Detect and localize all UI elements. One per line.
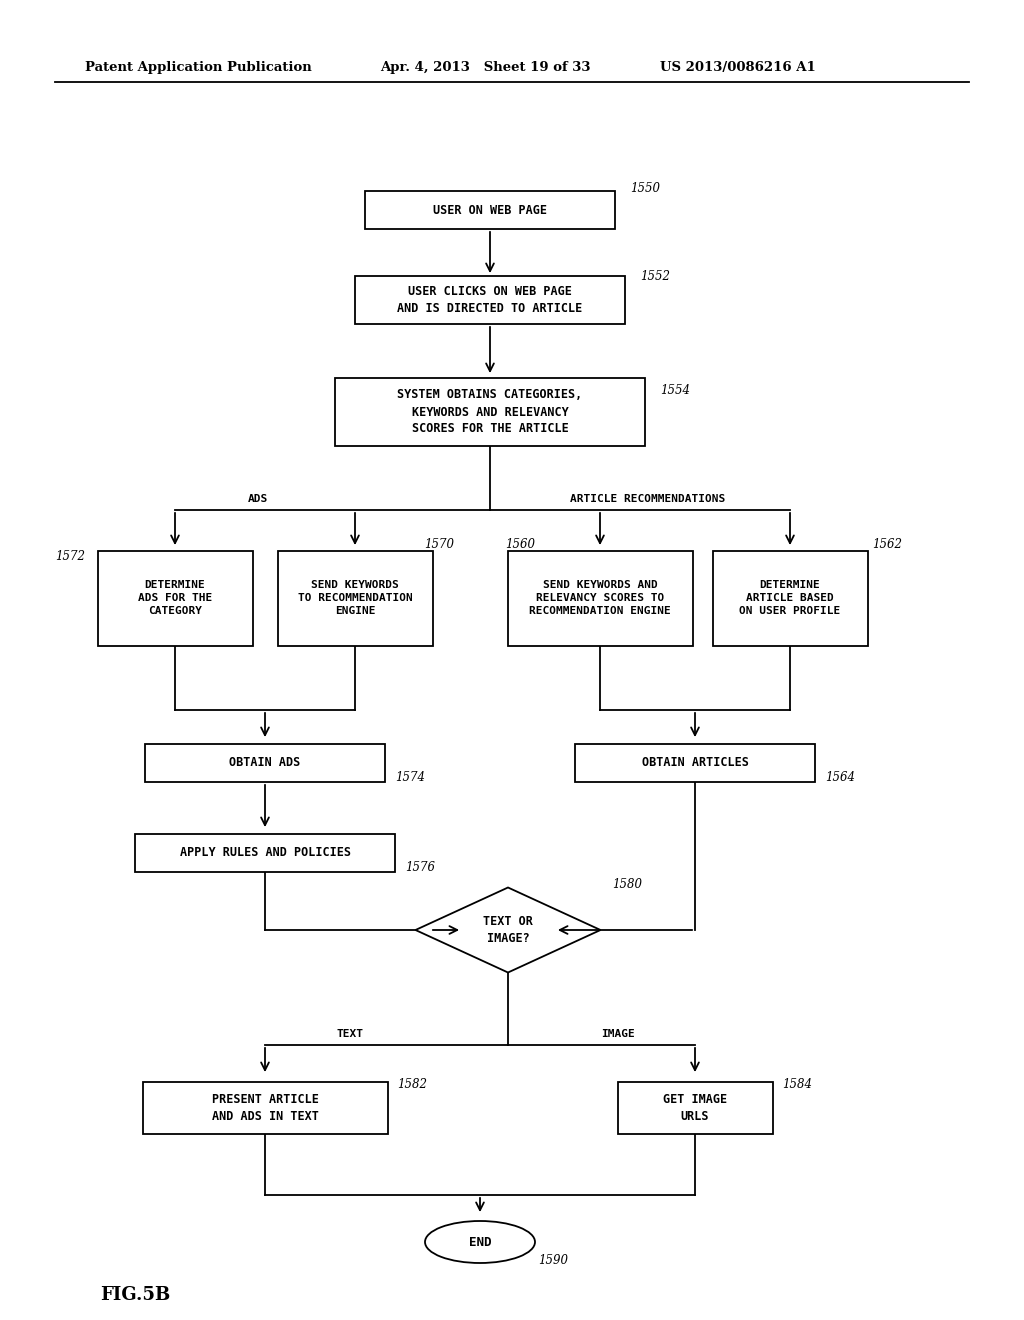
FancyBboxPatch shape: [575, 744, 815, 781]
Text: 1574: 1574: [395, 771, 425, 784]
FancyBboxPatch shape: [135, 834, 395, 873]
FancyBboxPatch shape: [365, 191, 615, 228]
Text: 1554: 1554: [660, 384, 690, 397]
Text: ARTICLE RECOMMENDATIONS: ARTICLE RECOMMENDATIONS: [570, 494, 726, 504]
Text: 1584: 1584: [782, 1078, 812, 1092]
Text: DETERMINE
ADS FOR THE
CATEGORY: DETERMINE ADS FOR THE CATEGORY: [138, 579, 212, 616]
Text: 1570: 1570: [425, 539, 455, 550]
Text: USER CLICKS ON WEB PAGE
AND IS DIRECTED TO ARTICLE: USER CLICKS ON WEB PAGE AND IS DIRECTED …: [397, 285, 583, 315]
FancyBboxPatch shape: [617, 1082, 772, 1134]
Text: APPLY RULES AND POLICIES: APPLY RULES AND POLICIES: [179, 846, 350, 859]
Text: GET IMAGE
URLS: GET IMAGE URLS: [663, 1093, 727, 1123]
Text: US 2013/0086216 A1: US 2013/0086216 A1: [660, 62, 816, 74]
Text: Patent Application Publication: Patent Application Publication: [85, 62, 311, 74]
Text: 1576: 1576: [406, 861, 435, 874]
FancyBboxPatch shape: [97, 550, 253, 645]
Text: SEND KEYWORDS AND
RELEVANCY SCORES TO
RECOMMENDATION ENGINE: SEND KEYWORDS AND RELEVANCY SCORES TO RE…: [529, 579, 671, 616]
Text: Apr. 4, 2013   Sheet 19 of 33: Apr. 4, 2013 Sheet 19 of 33: [380, 62, 591, 74]
Text: END: END: [469, 1236, 492, 1249]
FancyBboxPatch shape: [142, 1082, 387, 1134]
Text: 1580: 1580: [612, 878, 642, 891]
Text: 1572: 1572: [55, 550, 85, 564]
Text: PRESENT ARTICLE
AND ADS IN TEXT: PRESENT ARTICLE AND ADS IN TEXT: [212, 1093, 318, 1123]
Text: SEND KEYWORDS
TO RECOMMENDATION
ENGINE: SEND KEYWORDS TO RECOMMENDATION ENGINE: [298, 579, 413, 616]
Polygon shape: [416, 887, 600, 973]
Text: IMAGE: IMAGE: [601, 1030, 635, 1039]
Text: TEXT: TEXT: [337, 1030, 364, 1039]
Text: TEXT OR
IMAGE?: TEXT OR IMAGE?: [483, 915, 532, 945]
Text: 1550: 1550: [630, 182, 660, 195]
Text: DETERMINE
ARTICLE BASED
ON USER PROFILE: DETERMINE ARTICLE BASED ON USER PROFILE: [739, 579, 841, 616]
Text: 1582: 1582: [397, 1078, 427, 1092]
Text: 1552: 1552: [640, 271, 670, 282]
Text: 1590: 1590: [538, 1254, 568, 1267]
Text: 1562: 1562: [872, 539, 902, 550]
Text: SYSTEM OBTAINS CATEGORIES,
KEYWORDS AND RELEVANCY
SCORES FOR THE ARTICLE: SYSTEM OBTAINS CATEGORIES, KEYWORDS AND …: [397, 388, 583, 436]
Text: OBTAIN ARTICLES: OBTAIN ARTICLES: [642, 756, 749, 770]
FancyBboxPatch shape: [713, 550, 867, 645]
FancyBboxPatch shape: [335, 378, 645, 446]
Text: 1560: 1560: [506, 539, 536, 550]
Ellipse shape: [425, 1221, 535, 1263]
Text: USER ON WEB PAGE: USER ON WEB PAGE: [433, 203, 547, 216]
FancyBboxPatch shape: [278, 550, 432, 645]
FancyBboxPatch shape: [355, 276, 625, 323]
FancyBboxPatch shape: [508, 550, 692, 645]
FancyBboxPatch shape: [145, 744, 385, 781]
Text: 1564: 1564: [825, 771, 855, 784]
Text: ADS: ADS: [248, 494, 268, 504]
Text: FIG.5B: FIG.5B: [100, 1286, 170, 1304]
Text: OBTAIN ADS: OBTAIN ADS: [229, 756, 301, 770]
